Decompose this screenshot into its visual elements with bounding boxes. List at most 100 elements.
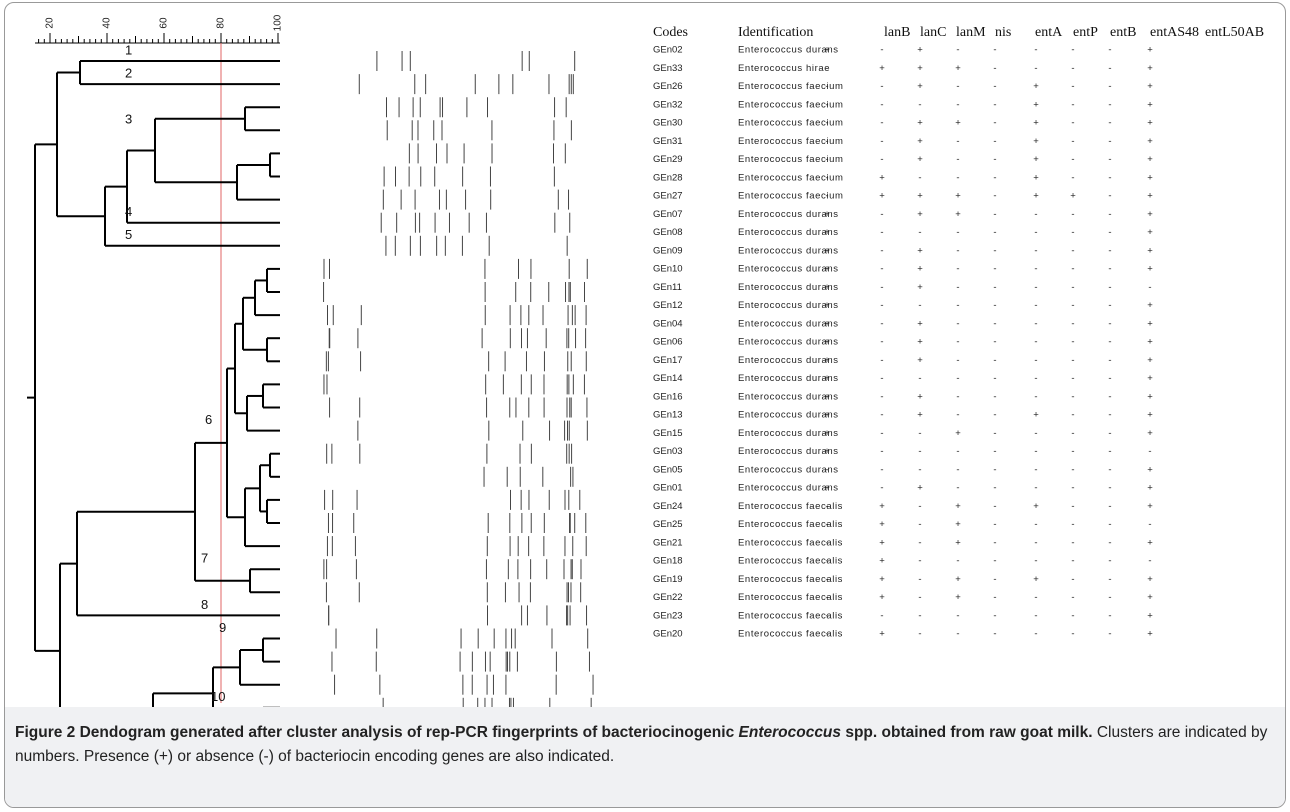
gene-cell: - — [1071, 537, 1074, 548]
gene-cell: - — [1071, 428, 1074, 439]
gene-cell: - — [1108, 136, 1111, 147]
gene-cell: - — [956, 154, 959, 165]
gene-cell: - — [1071, 81, 1074, 92]
gene-cell: - — [1034, 519, 1037, 530]
gene-cell: - — [880, 118, 883, 129]
gene-cell: + — [824, 282, 830, 293]
gene-cell: + — [1147, 63, 1153, 74]
cluster-label: 7 — [201, 551, 208, 566]
gene-cell: - — [993, 99, 996, 110]
gene-cell: + — [1147, 629, 1153, 640]
gene-cell: + — [917, 245, 923, 256]
gene-cell: + — [879, 574, 885, 585]
gene-cell: + — [879, 501, 885, 512]
gene-cell: - — [1071, 501, 1074, 512]
gene-cell: - — [825, 191, 828, 202]
gene-cell: - — [1071, 391, 1074, 402]
gene-cell: - — [1071, 227, 1074, 238]
scale-tick-label: 40 — [102, 17, 113, 29]
code-cell: GEn30 — [653, 118, 683, 129]
gene-cell: - — [956, 245, 959, 256]
gene-cell: - — [1071, 172, 1074, 183]
gene-cell: + — [917, 410, 923, 421]
scale-tick-label: 20 — [45, 17, 56, 29]
gene-cell: - — [956, 136, 959, 147]
gene-cell: - — [1108, 483, 1111, 494]
gene-cell: - — [1148, 282, 1151, 293]
gene-cell: - — [1108, 373, 1111, 384]
gene-cell: + — [917, 154, 923, 165]
gene-cell: - — [880, 337, 883, 348]
gene-cell: - — [1108, 118, 1111, 129]
gene-cell: - — [825, 556, 828, 567]
gene-cell: - — [825, 501, 828, 512]
gene-cell: - — [825, 63, 828, 74]
gene-cell: - — [956, 446, 959, 457]
gene-cell: - — [1108, 556, 1111, 567]
gene-cell: - — [880, 209, 883, 220]
gene-cell: - — [1108, 45, 1111, 56]
gene-cell: - — [1108, 191, 1111, 202]
gene-cell: - — [918, 501, 921, 512]
column-header: entAS48 — [1150, 25, 1199, 40]
gene-cell: - — [918, 446, 921, 457]
gene-cell: - — [1071, 300, 1074, 311]
gene-cell: - — [825, 629, 828, 640]
code-cell: GEn32 — [653, 99, 683, 110]
column-header: lanC — [920, 25, 946, 40]
column-header: entL50AB — [1205, 25, 1264, 40]
gene-cell: + — [1147, 245, 1153, 256]
gene-cell: - — [880, 410, 883, 421]
gene-cell: - — [1071, 610, 1074, 621]
gene-cell: - — [1108, 446, 1111, 457]
gene-cell: + — [1147, 81, 1153, 92]
gene-cell: - — [880, 300, 883, 311]
caption-label: Figure 2 — [15, 724, 75, 741]
gene-cell: - — [1108, 227, 1111, 238]
gene-cell: - — [1108, 337, 1111, 348]
code-cell: GEn10 — [653, 264, 683, 275]
gene-cell: - — [880, 99, 883, 110]
gene-cell: + — [824, 355, 830, 366]
gene-cell: - — [1108, 300, 1111, 311]
gene-cell: + — [1070, 191, 1076, 202]
gene-cell: + — [824, 391, 830, 402]
code-cell: GEn20 — [653, 629, 683, 640]
gene-cell: - — [880, 136, 883, 147]
gene-cell: - — [1034, 483, 1037, 494]
gene-cell: - — [993, 391, 996, 402]
gene-cell: + — [1033, 154, 1039, 165]
gene-cell: + — [824, 245, 830, 256]
gene-cell: + — [1147, 99, 1153, 110]
gene-cell: + — [824, 318, 830, 329]
gene-cell: + — [917, 264, 923, 275]
code-cell: GEn05 — [653, 464, 683, 475]
cluster-label: 4 — [125, 204, 132, 219]
gene-cell: - — [1108, 592, 1111, 603]
gene-cell: + — [1147, 136, 1153, 147]
cluster-label: 8 — [201, 597, 208, 612]
code-cell: GEn31 — [653, 136, 683, 147]
scale-tick-label: 80 — [216, 17, 227, 29]
gene-cell: + — [1147, 337, 1153, 348]
code-cell: GEn14 — [653, 373, 683, 384]
gene-cell: - — [1108, 81, 1111, 92]
scale-tick-label: 60 — [159, 17, 170, 29]
gene-cell: + — [824, 337, 830, 348]
gene-cell: - — [1034, 264, 1037, 275]
gene-cell: + — [824, 209, 830, 220]
gene-cell: + — [917, 318, 923, 329]
gene-cell: - — [1071, 118, 1074, 129]
figure: 204060801001234567891011CodesIdentificat… — [4, 2, 1286, 808]
code-cell: GEn16 — [653, 391, 683, 402]
gene-cell: - — [1071, 282, 1074, 293]
gene-cell: - — [993, 136, 996, 147]
gene-cell: + — [955, 118, 961, 129]
gene-cell: - — [956, 282, 959, 293]
caption-title: spp. obtained from raw goat milk. — [845, 724, 1092, 741]
gene-cell: - — [880, 264, 883, 275]
gene-cell: + — [824, 227, 830, 238]
gene-cell: - — [825, 519, 828, 530]
gene-cell: - — [1071, 629, 1074, 640]
cluster-label: 2 — [125, 66, 132, 81]
